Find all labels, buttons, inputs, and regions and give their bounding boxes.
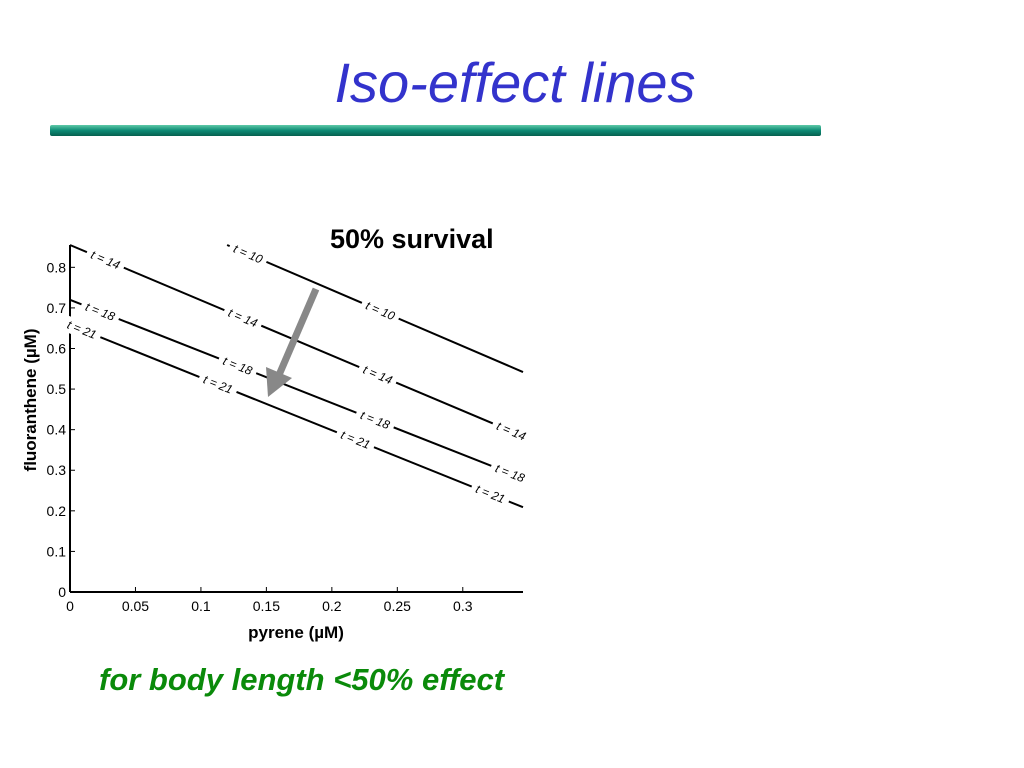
contour-label: t = 10 [226, 238, 270, 270]
contour-label: t = 21 [468, 479, 512, 509]
contour-label: t = 14 [221, 302, 265, 334]
svg-text:t = 14: t = 14 [361, 362, 395, 387]
contour-label: t = 14 [83, 244, 127, 276]
x-axis-label: pyrene (µM) [248, 623, 344, 642]
x-tick-label: 0.15 [253, 598, 280, 614]
x-tick-label: 0.2 [322, 598, 342, 614]
svg-text:t = 14: t = 14 [495, 419, 529, 444]
x-tick-label: 0 [66, 598, 74, 614]
contour-line-t18 [69, 298, 524, 480]
svg-text:t = 14: t = 14 [226, 306, 260, 331]
contour-label: t = 21 [196, 369, 240, 400]
contour-label: t = 14 [356, 359, 400, 390]
chart-title: 50% survival [330, 224, 494, 254]
contour-line-t21 [69, 324, 524, 509]
slide-title: Iso-effect lines [334, 51, 696, 114]
time-arrow [266, 287, 320, 397]
x-tick-label: 0.25 [384, 598, 411, 614]
y-tick-label: 0.8 [47, 259, 67, 275]
y-tick-label: 0.2 [47, 503, 67, 519]
contour-label: t = 18 [78, 296, 122, 327]
y-tick-label: 0.1 [47, 543, 67, 559]
y-axis-label: fluoranthene (µM) [21, 329, 40, 472]
y-tick-label: 0.7 [47, 300, 67, 316]
slide-footer: for body length <50% effect [99, 662, 505, 697]
contour-label: t = 18 [353, 405, 397, 435]
y-tick-label: 0.6 [47, 340, 67, 356]
contour-label: t = 18 [488, 458, 532, 488]
x-tick-label: 0.3 [453, 598, 473, 614]
title-underline-bar [50, 125, 821, 136]
y-tick-label: 0.5 [47, 381, 67, 397]
contour-label: t = 21 [333, 424, 377, 455]
svg-text:t = 10: t = 10 [364, 298, 398, 323]
svg-text:t = 10: t = 10 [231, 242, 265, 267]
contour-label: t = 21 [60, 314, 104, 345]
contour-label: t = 10 [358, 295, 402, 327]
y-tick-label: 0.3 [47, 462, 67, 478]
y-tick-label: 0.4 [47, 422, 67, 438]
contour-label: t = 18 [216, 351, 260, 381]
contour-label: t = 14 [489, 416, 533, 447]
svg-text:t = 14: t = 14 [89, 248, 123, 273]
x-tick-label: 0.05 [122, 598, 149, 614]
y-tick-label: 0 [58, 584, 66, 600]
x-tick-label: 0.1 [191, 598, 211, 614]
